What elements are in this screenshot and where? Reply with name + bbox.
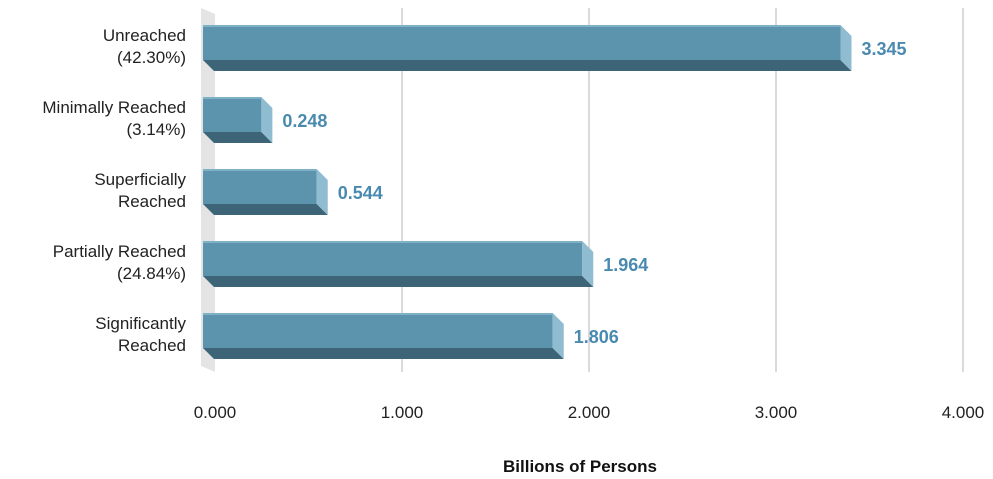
x-axis-title: Billions of Persons xyxy=(503,457,657,476)
value-label: 0.248 xyxy=(282,111,327,131)
value-label: 1.964 xyxy=(603,255,648,275)
value-label: 0.544 xyxy=(338,183,383,203)
bar-end xyxy=(552,313,564,359)
bar-front xyxy=(203,25,841,60)
bar-bottom xyxy=(203,348,564,359)
category-label-line: Unreached xyxy=(103,26,186,45)
category-labels: Unreached (42.30%) Minimally Reached (3.14%… xyxy=(42,26,186,355)
category-label: Partially Reached (24.84%) xyxy=(53,242,186,283)
category-label: Unreached (42.30%) xyxy=(103,26,186,67)
bar-bottom xyxy=(203,276,594,287)
value-label: 1.806 xyxy=(574,327,619,347)
bar-top-edge xyxy=(203,169,317,171)
bar-end xyxy=(316,169,328,215)
bar-top-edge xyxy=(203,97,262,99)
x-tick-label: 1.000 xyxy=(381,403,424,422)
value-labels: 3.345 0.248 0.544 1.964 1.806 xyxy=(282,39,906,347)
bar xyxy=(203,241,594,287)
x-tick-labels: 0.000 1.000 2.000 3.000 4.000 xyxy=(194,403,985,422)
x-tick-label: 2.000 xyxy=(568,403,611,422)
bar-front xyxy=(203,313,553,348)
bar-front xyxy=(203,241,583,276)
category-label-line: (3.14%) xyxy=(126,120,186,139)
value-label: 3.345 xyxy=(862,39,907,59)
bar-bottom xyxy=(203,60,852,71)
category-label-line: Partially Reached xyxy=(53,242,186,261)
bar-bottom xyxy=(203,132,273,143)
x-tick-label: 0.000 xyxy=(194,403,237,422)
category-label-line: Superficially xyxy=(94,170,186,189)
bar-end xyxy=(582,241,594,287)
category-label: Superficially Reached xyxy=(94,170,186,211)
bar-top-edge xyxy=(203,25,841,27)
bar-front xyxy=(203,169,317,204)
x-tick-label: 3.000 xyxy=(755,403,798,422)
bar-end xyxy=(261,97,273,143)
bar xyxy=(203,25,852,71)
category-label: Significantly Reached xyxy=(95,314,186,355)
category-label-line: Significantly xyxy=(95,314,186,333)
bar-top-edge xyxy=(203,241,583,243)
bar-front xyxy=(203,97,262,132)
bar xyxy=(203,169,328,215)
category-label: Minimally Reached (3.14%) xyxy=(42,98,186,139)
bar xyxy=(203,97,273,143)
category-label-line: Reached xyxy=(118,192,186,211)
bar xyxy=(203,313,564,359)
category-label-line: Minimally Reached xyxy=(42,98,186,117)
bars xyxy=(203,25,852,359)
category-label-line: Reached xyxy=(118,336,186,355)
x-tick-label: 4.000 xyxy=(942,403,985,422)
bar-end xyxy=(840,25,852,71)
category-label-line: (24.84%) xyxy=(117,264,186,283)
bar-top-edge xyxy=(203,313,553,315)
bar-bottom xyxy=(203,204,328,215)
category-label-line: (42.30%) xyxy=(117,48,186,67)
